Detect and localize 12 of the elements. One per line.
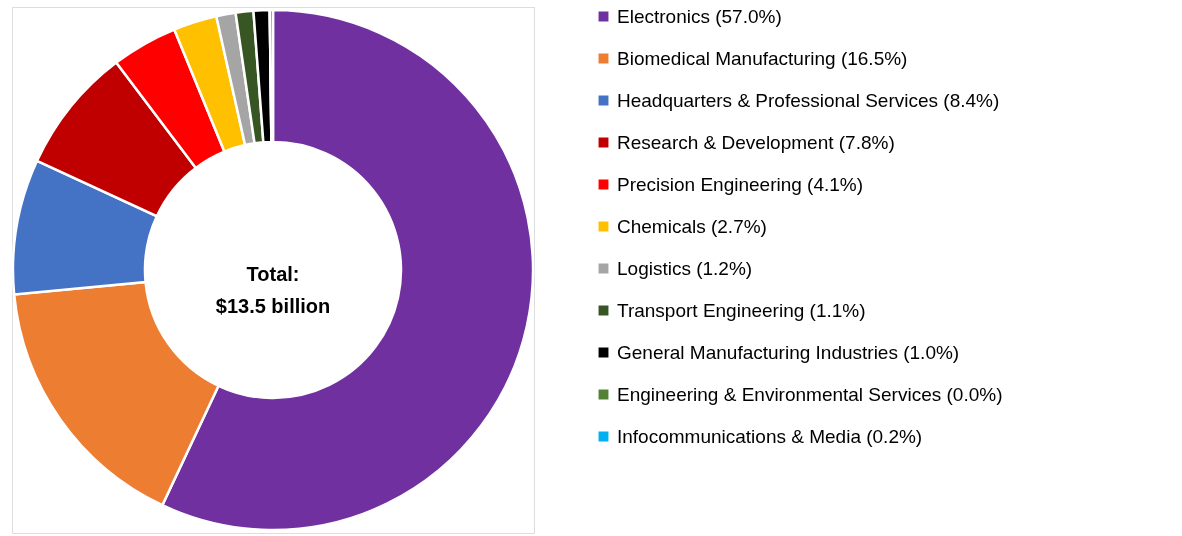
- legend-label: Precision Engineering (4.1%): [617, 173, 864, 195]
- text: Total: $13.5 billion: [215, 263, 331, 317]
- legend-label: Headquarters & Professional Services (8.4%): [617, 89, 1000, 111]
- legend-label: Biomedical Manufacturing (16.5%): [617, 47, 908, 69]
- legend-label: Transport Engineering (1.1%): [617, 299, 866, 321]
- legend-label: Chemicals (2.7%): [617, 215, 767, 237]
- legend-label: General Manufacturing Industries (1.0%): [617, 341, 960, 363]
- legend-label: Electronics (57.0%): [617, 5, 782, 27]
- legend-label: Engineering & Environmental Services (0.0%): [617, 383, 1003, 405]
- legend-label: Logistics (1.2%): [617, 257, 753, 279]
- legend-label: Research & Development (7.8%): [617, 131, 895, 153]
- legend-label: Infocommunications & Media (0.2%): [617, 425, 923, 447]
